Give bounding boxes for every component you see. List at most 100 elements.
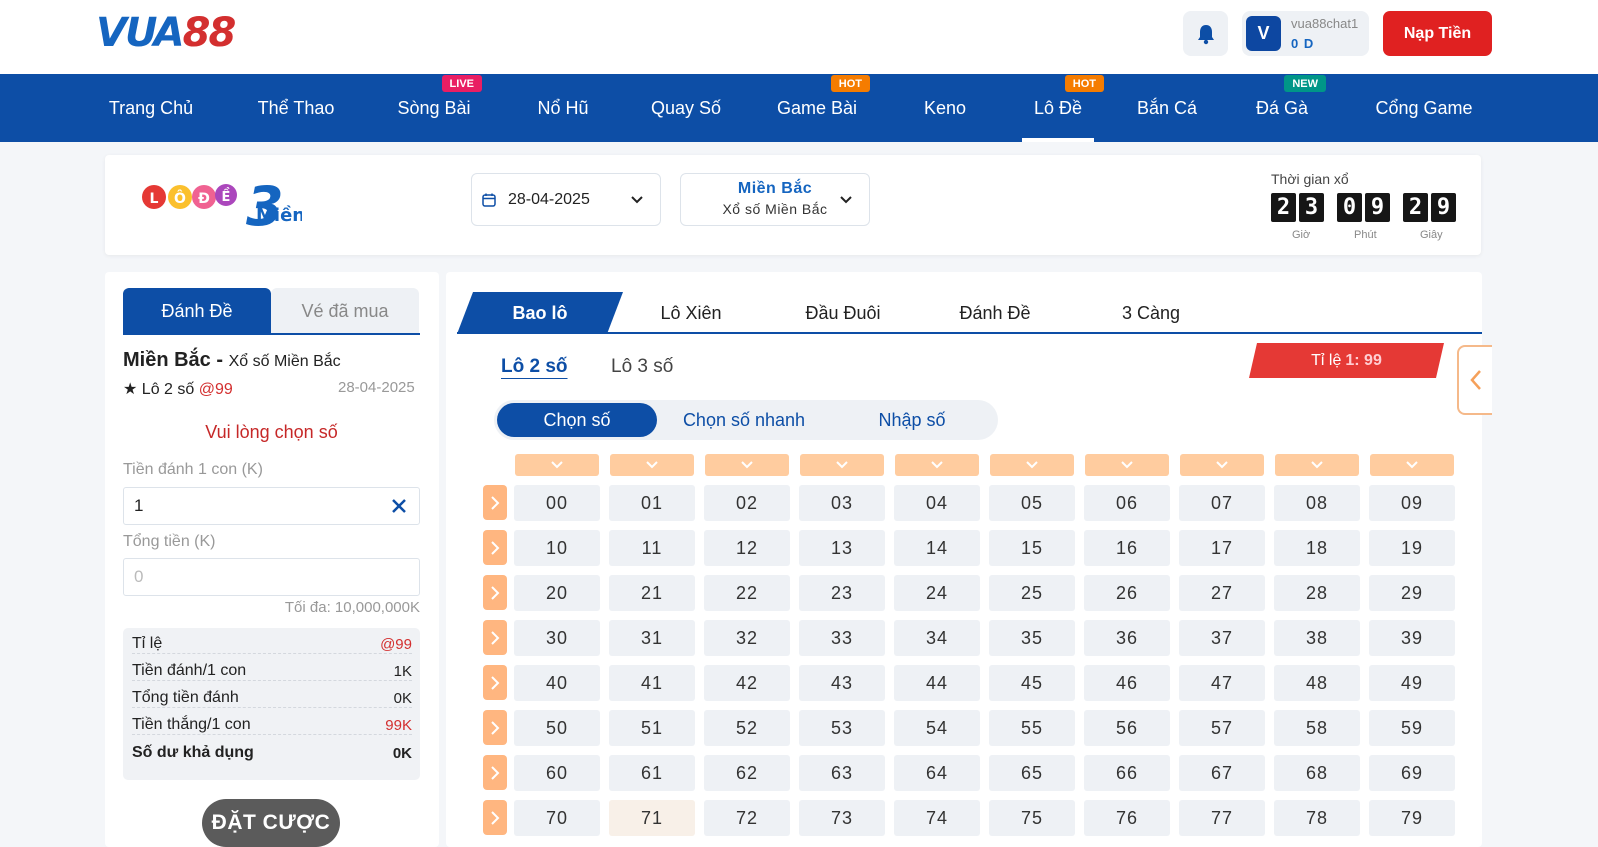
tab-3-cang[interactable]: 3 Càng — [1121, 302, 1181, 323]
tab-dau-duoi[interactable]: Đầu Đuôi — [805, 302, 881, 323]
number-cell[interactable]: 32 — [704, 620, 790, 656]
number-cell[interactable]: 29 — [1369, 575, 1455, 611]
number-cell[interactable]: 35 — [989, 620, 1075, 656]
number-cell[interactable]: 27 — [1179, 575, 1265, 611]
number-cell[interactable]: 30 — [514, 620, 600, 656]
number-cell[interactable]: 26 — [1084, 575, 1170, 611]
row-select-button[interactable] — [483, 575, 507, 610]
row-select-button[interactable] — [483, 620, 507, 655]
nav-item[interactable]: Nổ Hũ — [520, 74, 606, 142]
column-select-button[interactable] — [1275, 454, 1359, 476]
stake-input[interactable]: 1 — [123, 487, 420, 525]
row-select-button[interactable] — [483, 755, 507, 790]
number-cell[interactable]: 61 — [609, 755, 695, 791]
number-cell[interactable]: 03 — [799, 485, 885, 521]
mode-enter-number[interactable]: Nhập số — [878, 409, 946, 430]
number-cell[interactable]: 63 — [799, 755, 885, 791]
number-cell[interactable]: 04 — [894, 485, 980, 521]
nav-item[interactable]: Keno — [910, 74, 980, 142]
number-cell[interactable]: 41 — [609, 665, 695, 701]
number-cell[interactable]: 64 — [894, 755, 980, 791]
row-select-button[interactable] — [483, 710, 507, 745]
number-cell[interactable]: 19 — [1369, 530, 1455, 566]
number-cell[interactable]: 17 — [1179, 530, 1265, 566]
site-logo[interactable]: VUA 88 — [96, 10, 236, 56]
number-cell[interactable]: 36 — [1084, 620, 1170, 656]
number-cell[interactable]: 72 — [704, 800, 790, 836]
tab-purchased-tickets[interactable]: Vé đã mua — [271, 288, 419, 335]
nav-item[interactable]: Đá Gà NEW — [1236, 74, 1328, 142]
number-cell[interactable]: 73 — [799, 800, 885, 836]
column-select-button[interactable] — [610, 454, 694, 476]
user-account[interactable]: V vua88chat1 0 D — [1242, 11, 1369, 56]
total-input[interactable]: 0 — [123, 558, 420, 596]
number-cell[interactable]: 31 — [609, 620, 695, 656]
nav-item[interactable]: Game Bài HOT — [762, 74, 872, 142]
number-cell[interactable]: 40 — [514, 665, 600, 701]
number-cell[interactable]: 66 — [1084, 755, 1170, 791]
number-cell[interactable]: 58 — [1274, 710, 1360, 746]
number-cell[interactable]: 11 — [609, 530, 695, 566]
number-cell[interactable]: 53 — [799, 710, 885, 746]
mode-quick-pick[interactable]: Chọn số nhanh — [682, 409, 806, 430]
number-cell[interactable]: 02 — [704, 485, 790, 521]
subtab-lo-2-so[interactable]: Lô 2 số — [501, 356, 568, 377]
number-cell[interactable]: 79 — [1369, 800, 1455, 836]
number-cell[interactable]: 69 — [1369, 755, 1455, 791]
row-select-button[interactable] — [483, 485, 507, 520]
nav-item[interactable]: Cổng Game — [1356, 74, 1492, 142]
mode-pick-number[interactable]: Chọn số — [497, 403, 657, 437]
number-cell[interactable]: 46 — [1084, 665, 1170, 701]
number-cell[interactable]: 67 — [1179, 755, 1265, 791]
column-select-button[interactable] — [990, 454, 1074, 476]
column-select-button[interactable] — [895, 454, 979, 476]
number-cell[interactable]: 42 — [704, 665, 790, 701]
number-cell[interactable]: 08 — [1274, 485, 1360, 521]
number-cell[interactable]: 33 — [799, 620, 885, 656]
number-cell[interactable]: 24 — [894, 575, 980, 611]
number-cell[interactable]: 09 — [1369, 485, 1455, 521]
column-select-button[interactable] — [1180, 454, 1264, 476]
number-cell[interactable]: 15 — [989, 530, 1075, 566]
number-cell[interactable]: 77 — [1179, 800, 1265, 836]
deposit-button[interactable]: Nạp Tiền — [1383, 11, 1492, 56]
number-cell[interactable]: 25 — [989, 575, 1075, 611]
number-cell[interactable]: 60 — [514, 755, 600, 791]
number-cell[interactable]: 37 — [1179, 620, 1265, 656]
number-cell[interactable]: 75 — [989, 800, 1075, 836]
number-cell[interactable]: 59 — [1369, 710, 1455, 746]
number-cell[interactable]: 20 — [514, 575, 600, 611]
column-select-button[interactable] — [1085, 454, 1169, 476]
tab-bao-lo[interactable]: Bao lô — [457, 292, 623, 334]
number-cell[interactable]: 48 — [1274, 665, 1360, 701]
tab-danh-de[interactable]: Đánh Đề — [959, 302, 1031, 323]
number-cell[interactable]: 05 — [989, 485, 1075, 521]
nav-item[interactable]: Sòng Bài LIVE — [384, 74, 484, 142]
number-cell[interactable]: 71 — [609, 800, 695, 836]
column-select-button[interactable] — [1370, 454, 1454, 476]
number-cell[interactable]: 78 — [1274, 800, 1360, 836]
number-cell[interactable]: 68 — [1274, 755, 1360, 791]
number-cell[interactable]: 43 — [799, 665, 885, 701]
number-cell[interactable]: 57 — [1179, 710, 1265, 746]
region-select[interactable]: Miền Bắc Xổ số Miền Bắc — [680, 173, 870, 226]
nav-item[interactable]: Trang Chủ — [98, 74, 204, 142]
number-cell[interactable]: 45 — [989, 665, 1075, 701]
number-cell[interactable]: 49 — [1369, 665, 1455, 701]
number-cell[interactable]: 74 — [894, 800, 980, 836]
number-cell[interactable]: 13 — [799, 530, 885, 566]
row-select-button[interactable] — [483, 800, 507, 835]
number-cell[interactable]: 12 — [704, 530, 790, 566]
number-cell[interactable]: 52 — [704, 710, 790, 746]
nav-item[interactable]: Quay Số — [632, 74, 740, 142]
nav-item[interactable]: Thể Thao — [246, 74, 346, 142]
number-cell[interactable]: 62 — [704, 755, 790, 791]
number-cell[interactable]: 07 — [1179, 485, 1265, 521]
number-cell[interactable]: 21 — [609, 575, 695, 611]
column-select-button[interactable] — [800, 454, 884, 476]
number-cell[interactable]: 39 — [1369, 620, 1455, 656]
number-cell[interactable]: 56 — [1084, 710, 1170, 746]
number-cell[interactable]: 18 — [1274, 530, 1360, 566]
nav-item[interactable]: Bắn Cá — [1120, 74, 1214, 142]
number-cell[interactable]: 16 — [1084, 530, 1170, 566]
